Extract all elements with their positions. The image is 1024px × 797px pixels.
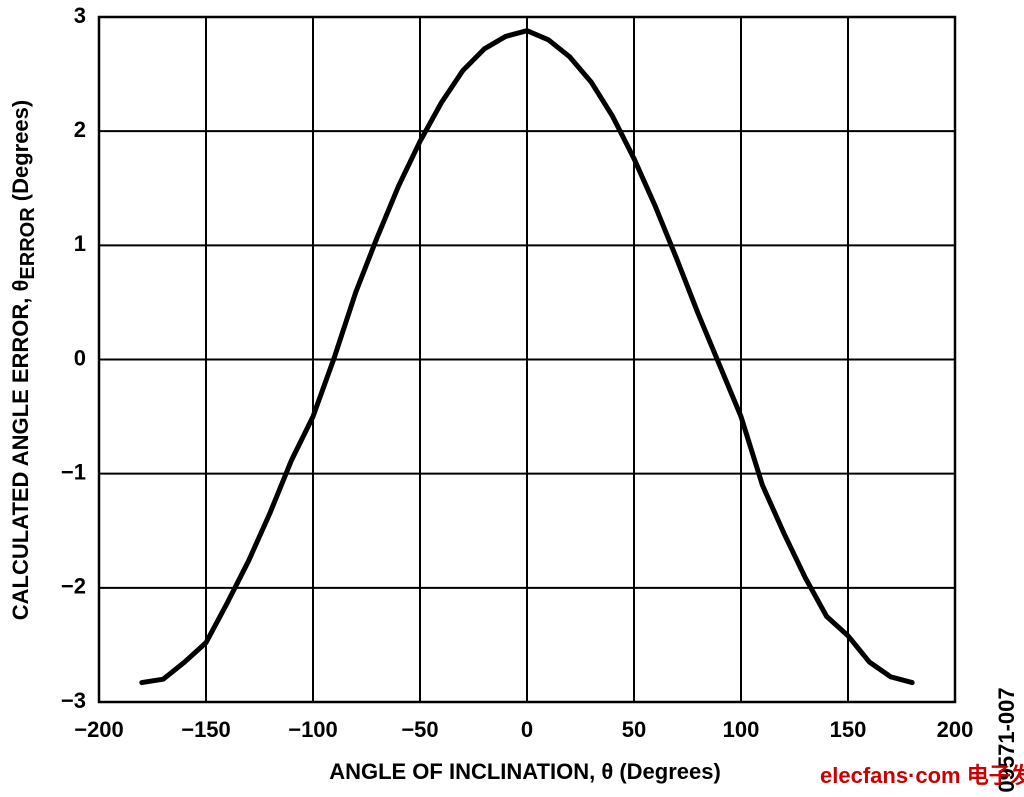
y-axis-label: CALCULATED ANGLE ERROR, θERROR (Degrees) — [8, 100, 39, 620]
y-label-suffix: (Degrees) — [8, 100, 33, 208]
y-label-subscript: ERROR — [17, 207, 39, 280]
x-tick-label: 100 — [723, 717, 760, 742]
x-tick-label: 0 — [521, 717, 533, 742]
x-tick-label: −50 — [401, 717, 438, 742]
y-tick-label: 2 — [74, 117, 86, 142]
y-tick-label: 0 — [74, 345, 86, 370]
x-tick-label: 50 — [622, 717, 646, 742]
x-tick-label: 200 — [937, 717, 974, 742]
side-note: 09571-007 — [994, 687, 1019, 792]
y-tick-label: 3 — [74, 3, 86, 28]
x-axis-label: ANGLE OF INCLINATION, θ (Degrees) — [329, 759, 721, 784]
y-tick-label: 1 — [74, 231, 86, 256]
x-tick-label: −150 — [181, 717, 231, 742]
watermark: elecfans·com 电子发烧友 — [820, 763, 1024, 788]
y-tick-label: −3 — [61, 688, 86, 713]
y-tick-label: −2 — [61, 574, 86, 599]
x-tick-label: −200 — [74, 717, 124, 742]
x-tick-label: −100 — [288, 717, 338, 742]
x-tick-label: 150 — [830, 717, 867, 742]
data-line — [139, 28, 915, 686]
y-label-main: CALCULATED ANGLE ERROR, θ — [8, 280, 33, 621]
y-tick-label: −1 — [61, 459, 86, 484]
